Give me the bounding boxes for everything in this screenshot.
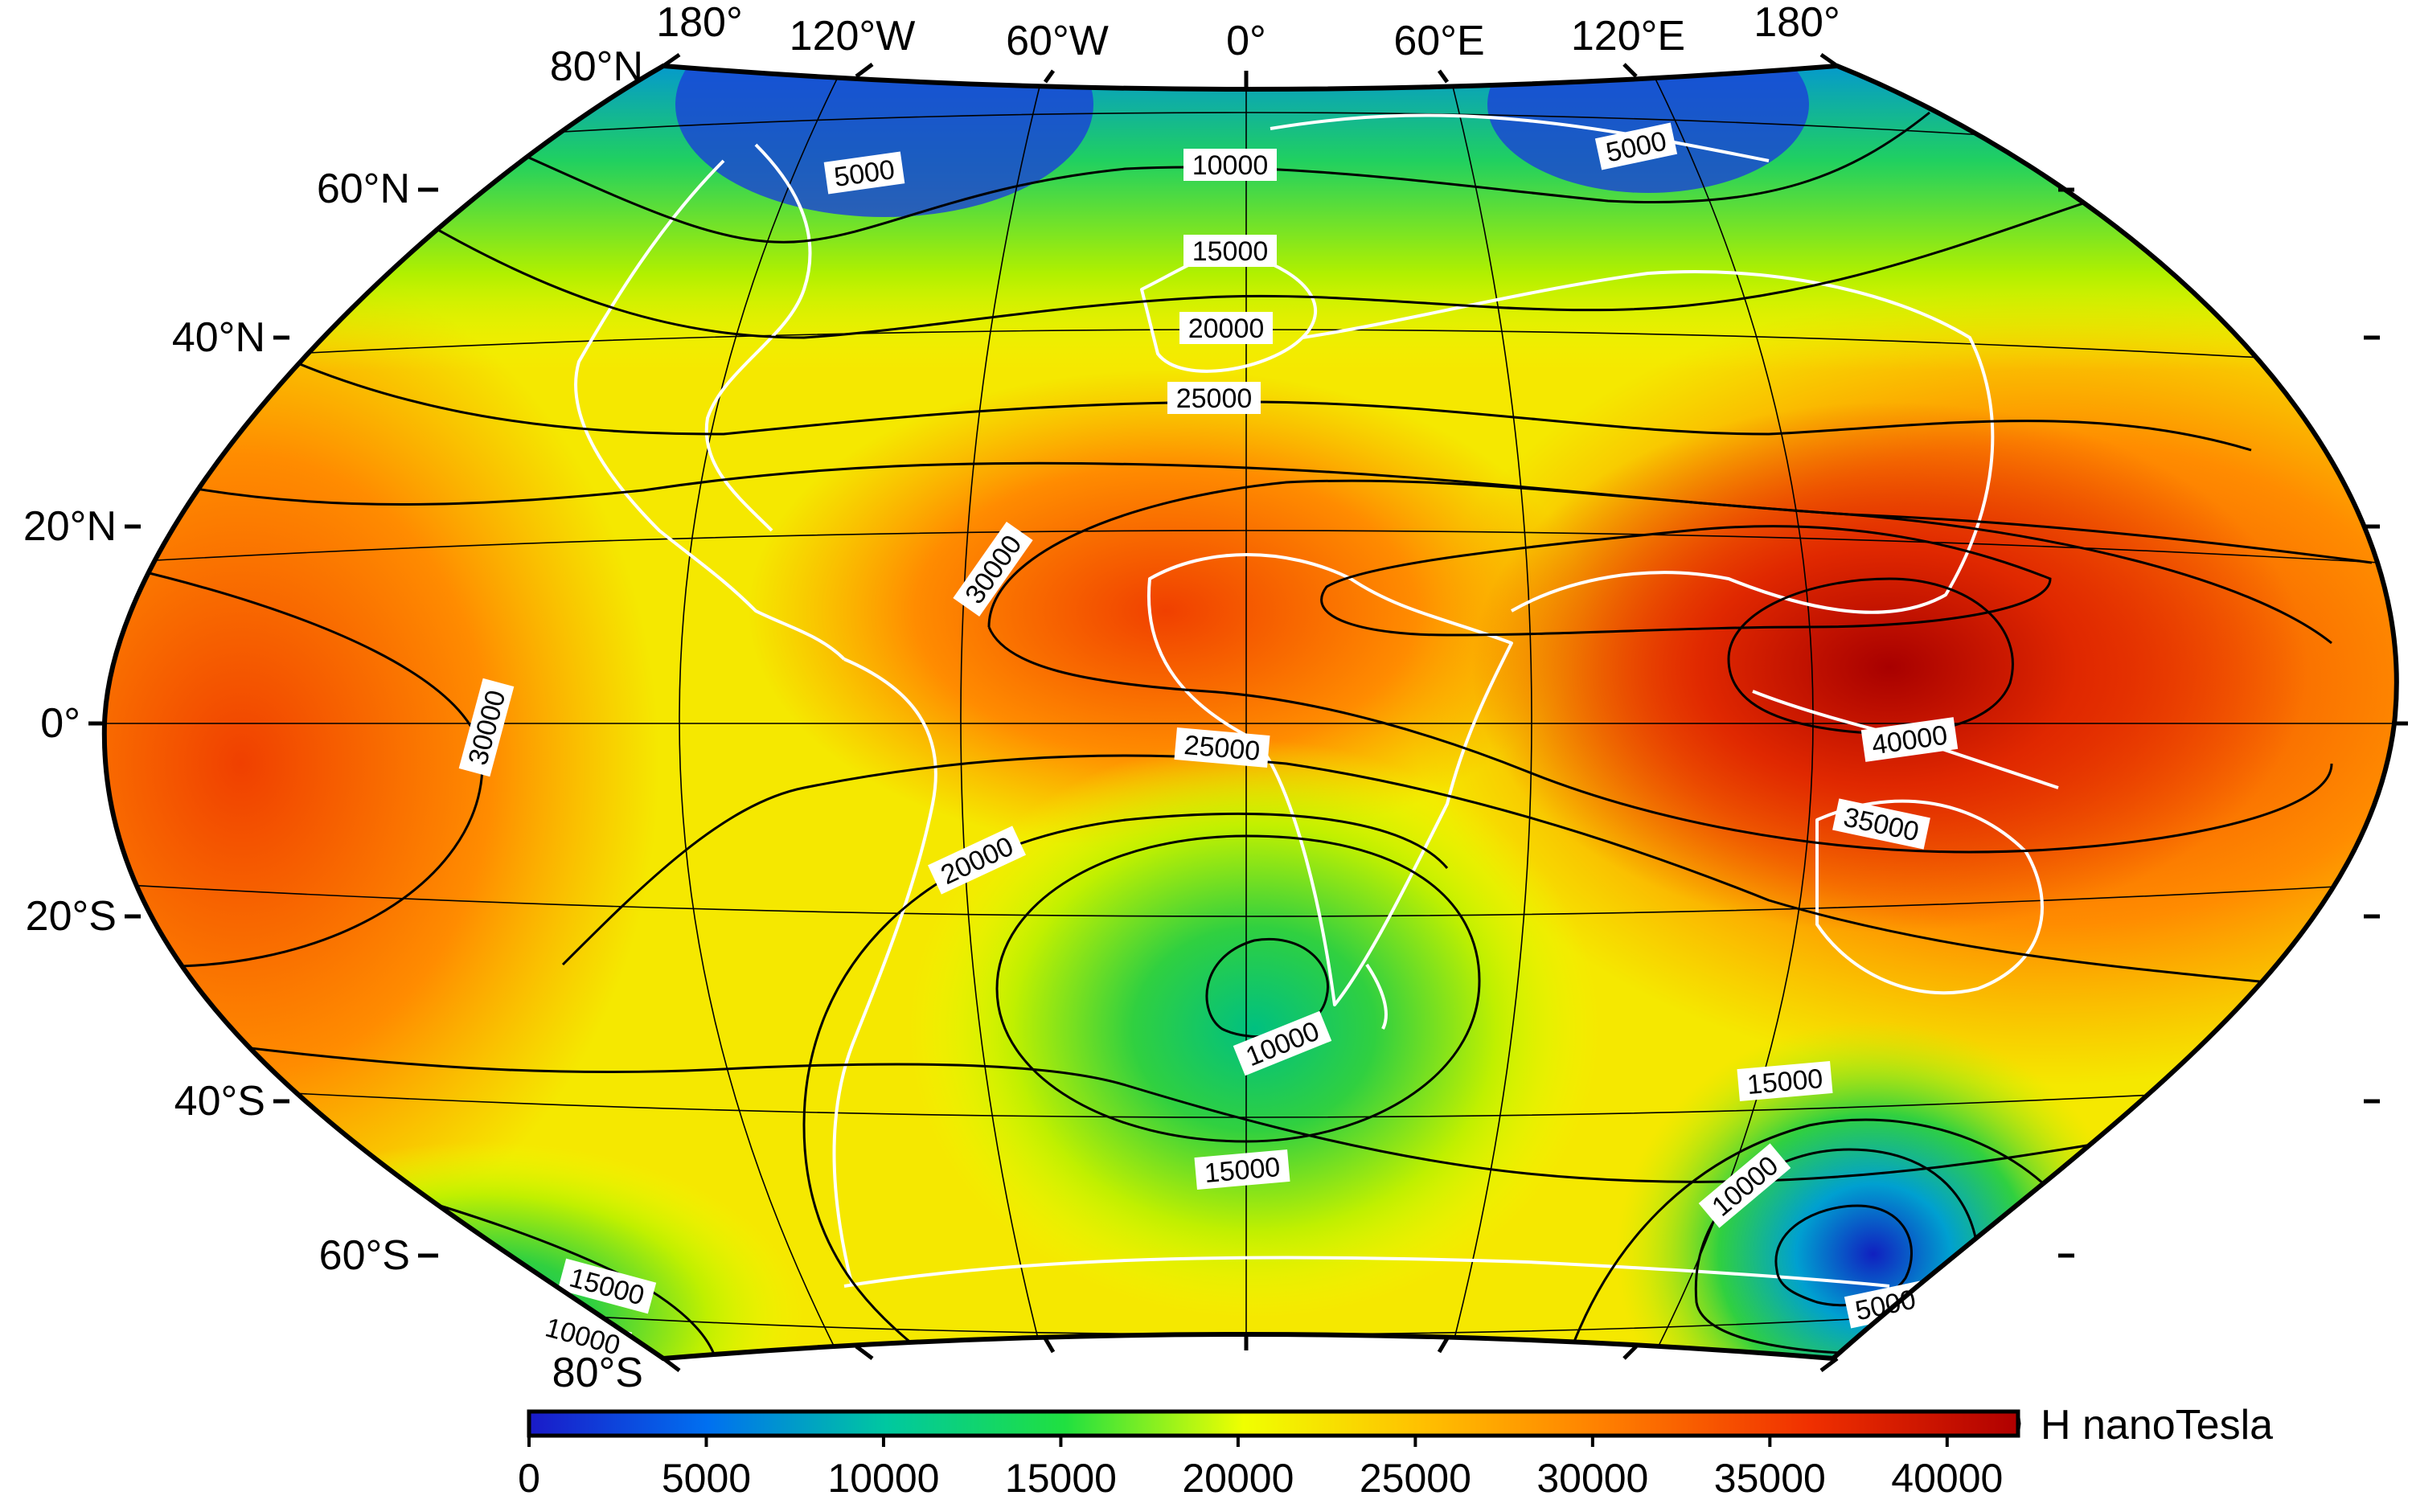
lon-label-180w: 180° [656, 0, 743, 46]
contour-label: 25000 [1174, 727, 1270, 768]
colorbar-tick-label: 40000 [1891, 1456, 2003, 1501]
colorbar-tick-label: 20000 [1182, 1456, 1294, 1501]
svg-text:25000: 25000 [1176, 383, 1253, 414]
lon-label-0: 0° [1226, 18, 1266, 64]
colorbar-ticks: 0 5000 10000 15000 20000 25000 30000 35000 40000 [518, 1436, 2003, 1501]
contour-label: 10000 [1183, 149, 1277, 181]
colorbar-tick-label: 15000 [1005, 1456, 1117, 1501]
contour-label: 15000 [1183, 235, 1277, 267]
lat-label-40n: 40°N [172, 314, 265, 361]
colorbar-tick-label: 0 [518, 1456, 540, 1501]
contour-label: 15000 [1737, 1061, 1833, 1101]
svg-text:25000: 25000 [1183, 730, 1261, 767]
colorbar-overflow-triangle [2016, 1411, 2021, 1436]
lon-label-180e: 180° [1754, 0, 1840, 46]
colorbar-tick-label: 5000 [662, 1456, 751, 1501]
contour-label: 30000 [458, 678, 515, 777]
svg-text:20000: 20000 [1188, 313, 1265, 344]
contour-label: 20000 [1179, 312, 1273, 344]
map-frame [101, 63, 2399, 1362]
contour-label: 25000 [1167, 382, 1261, 414]
svg-text:10000: 10000 [1192, 150, 1269, 181]
coastlines [574, 113, 2059, 1288]
svg-text:15000: 15000 [1192, 236, 1269, 267]
contour-label: 15000 [1194, 1149, 1290, 1190]
frame-ticks [88, 52, 2408, 1372]
lon-label-120e: 120°E [1571, 13, 1685, 59]
svg-text:15000: 15000 [1203, 1152, 1281, 1189]
colorbar-gradient [527, 1409, 2020, 1438]
longitude-labels: 180° 120°W 60°W 0° 60°E 120°E 180° [656, 0, 1840, 64]
colorbar-title: H nanoTesla [2041, 1402, 2273, 1448]
lon-label-60e: 60°E [1393, 18, 1484, 64]
colorbar-tick-label: 30000 [1536, 1456, 1648, 1501]
lat-label-20n: 20°N [23, 503, 117, 550]
lat-label-0: 0° [40, 700, 80, 747]
contour-lines [104, 111, 2381, 1358]
lat-label-80s: 80°S [552, 1350, 643, 1396]
lat-label-20s: 20°S [26, 893, 117, 940]
lon-label-120w: 120°W [790, 13, 916, 59]
colorbar-tick-label: 25000 [1360, 1456, 1471, 1501]
colorbar-tick-label: 35000 [1714, 1456, 1826, 1501]
svg-text:15000: 15000 [1745, 1063, 1823, 1100]
lat-label-40s: 40°S [174, 1078, 265, 1125]
lat-label-80n: 80°N [550, 43, 643, 90]
latitude-labels: 80°N 60°N 40°N 20°N 0° 20°S 40°S 60°S 80… [23, 43, 643, 1396]
colorbar: H nanoTesla 0 5000 10000 15000 20000 25000 300… [518, 1402, 2273, 1501]
colorbar-tick-label: 10000 [827, 1456, 939, 1501]
lat-label-60n: 60°N [317, 166, 410, 212]
lon-label-60w: 60°W [1006, 18, 1109, 64]
lat-label-60s: 60°S [319, 1232, 410, 1279]
